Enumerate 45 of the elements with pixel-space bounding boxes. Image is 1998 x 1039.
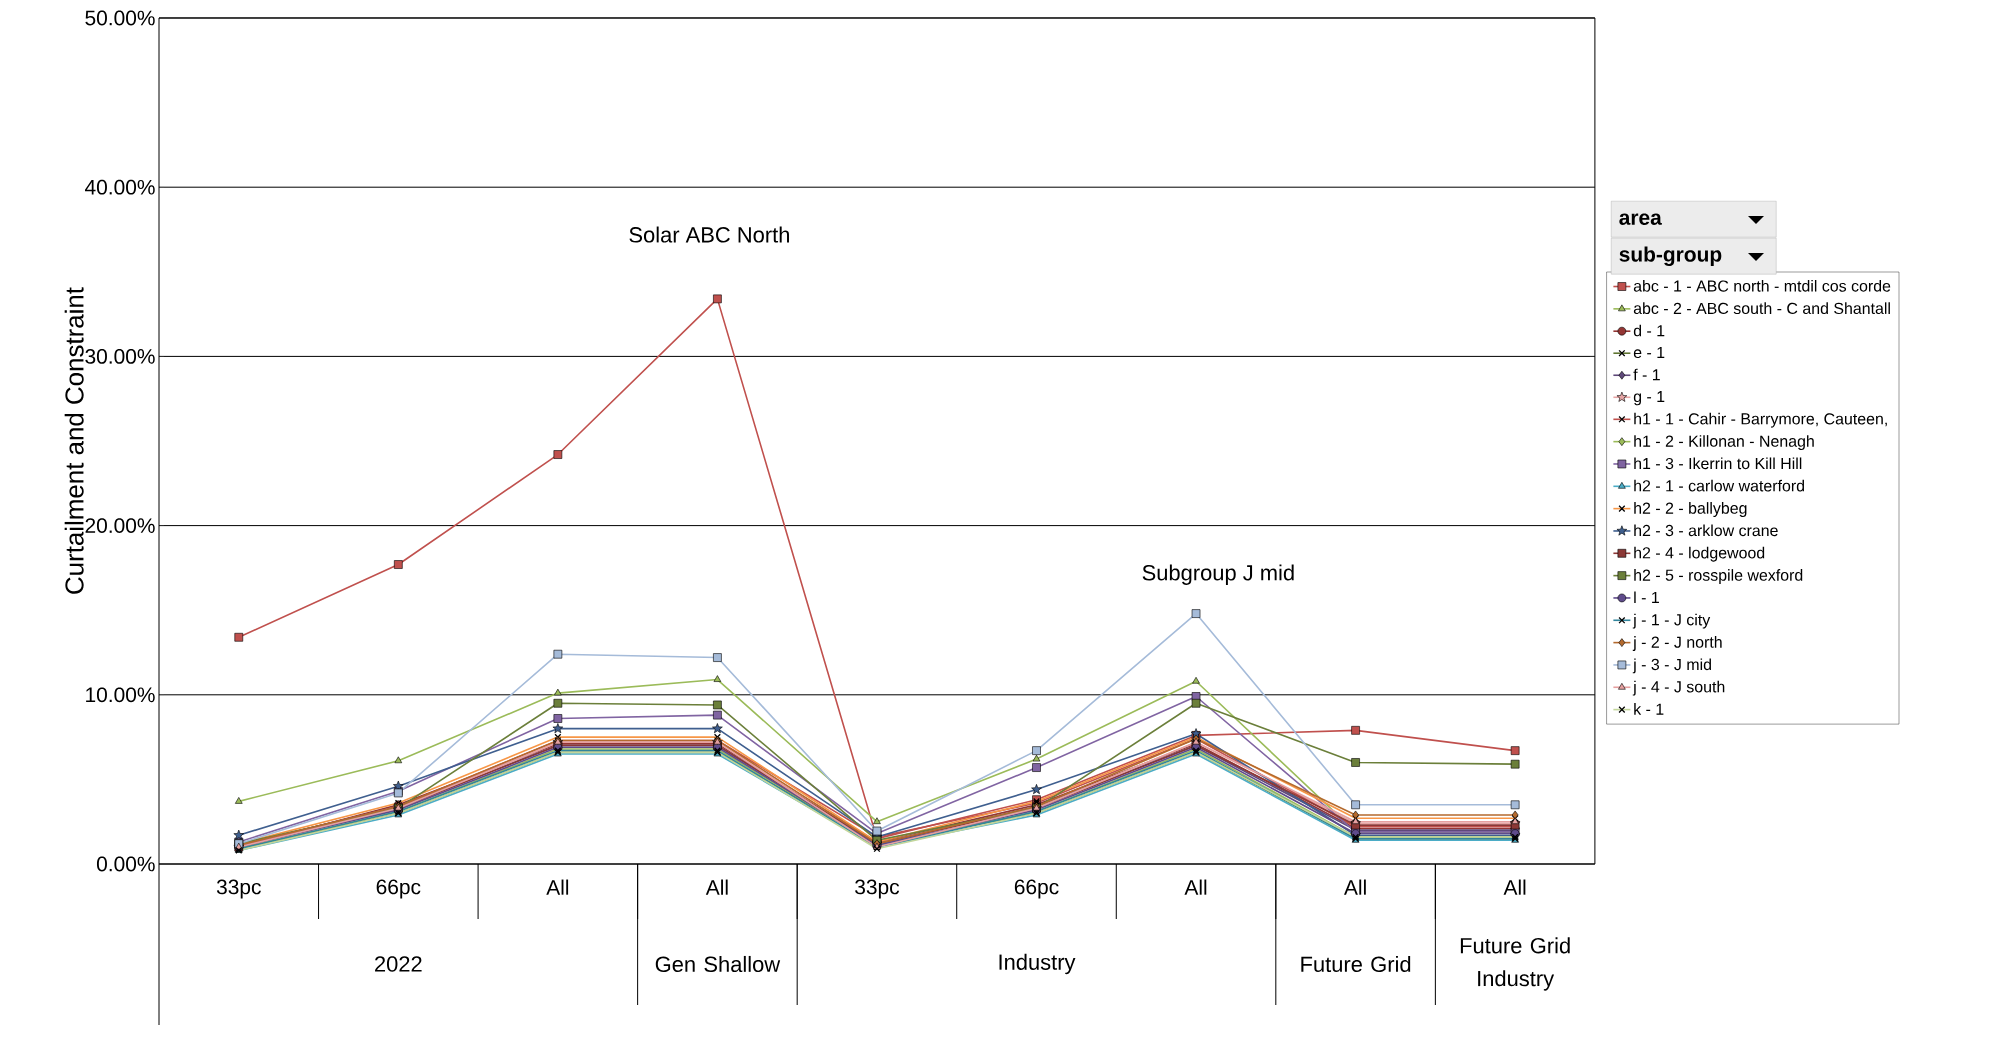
x-tick-label: All (1344, 879, 1366, 895)
y-tick-label: 30.00% (85, 348, 155, 364)
annotation: Solar ABC North (629, 226, 789, 243)
legend-label: l - 1 (1634, 591, 1659, 603)
text: Future Grid (1301, 955, 1411, 973)
x-tick-label: 66pc (1014, 879, 1059, 899)
legend-label: d - 1 (1633, 324, 1665, 337)
legend-label: abc - 1 - ABC north - mtdil cos corde (1633, 280, 1891, 292)
legend-label: h1 - 3 - Ikerrin to Kill Hill (1634, 457, 1802, 470)
y-tick-label: 0.00% (96, 856, 155, 872)
x-tick-label: All (546, 879, 569, 895)
legend-label: j - 3 - J mid (1632, 658, 1711, 674)
x-tick-label: All (1184, 879, 1207, 895)
legend-label: j - 1 - J city (1632, 613, 1711, 629)
legend-label: h1 - 2 - Killonan - Nenagh (1634, 435, 1814, 450)
legend-label: e - 1 (1633, 346, 1665, 359)
x-tick-label: 66pc (376, 879, 421, 899)
text: 2022 (375, 956, 422, 972)
x-tick-label: 33pc (855, 879, 900, 899)
y-axis-title: Curtailment and Constraint (64, 287, 84, 594)
legend-label: h2 - 1 - carlow waterford (1634, 479, 1804, 492)
x-tick-label: 33pc (216, 879, 261, 899)
legend-label: g - 1 (1633, 391, 1665, 406)
text: Gen Shallow (655, 955, 781, 973)
x-tick-label: All (1503, 879, 1526, 895)
legend-label: h2 - 3 - arklow crane (1634, 524, 1778, 537)
y-tick-label: 50.00% (85, 10, 155, 26)
y-tick-label: 40.00% (85, 179, 155, 195)
legend-label: h1 - 1 - Cahir - Barrymore, Cauteen, (1634, 412, 1887, 428)
legend-label: j - 4 - J south (1632, 680, 1725, 696)
y-tick-label: 10.00% (86, 687, 155, 703)
legend-label: h2 - 5 - rosspile wexford (1634, 569, 1803, 584)
legend-label: abc - 2 - ABC south - C and Shantall (1633, 302, 1890, 315)
text: Industry (999, 953, 1076, 975)
x-tick-label: All (705, 879, 728, 895)
text: area (1619, 213, 1662, 225)
legend-label: h2 - 2 - ballybeg (1634, 502, 1747, 517)
legend-label: j - 2 - J north (1632, 636, 1722, 651)
legend-title: sub-group (1619, 246, 1722, 266)
y-tick-label: 20.00% (85, 518, 155, 533)
legend-label: h2 - 4 - lodgewood (1634, 546, 1765, 562)
legend-label: k - 1 (1634, 703, 1664, 715)
legend-label: f - 1 (1633, 368, 1660, 381)
text: Future Grid Industry (1460, 937, 1570, 991)
annotation: Subgroup J mid (1142, 564, 1294, 585)
